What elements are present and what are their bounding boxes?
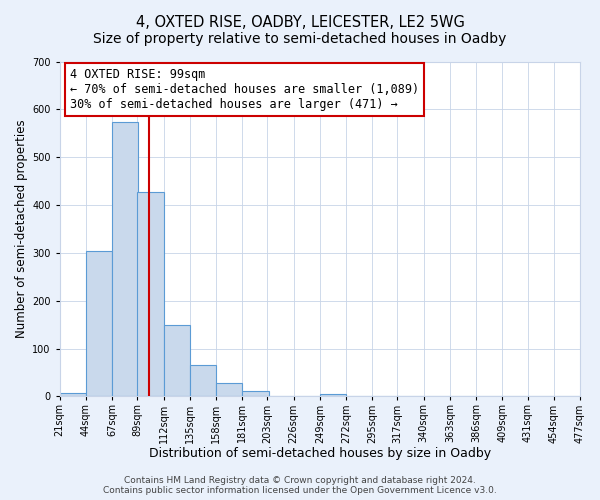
Bar: [112, 122, 139, 396]
Bar: [86, 252, 112, 396]
Text: Contains HM Land Registry data © Crown copyright and database right 2024.
Contai: Contains HM Land Registry data © Crown c…: [103, 476, 497, 495]
Bar: [59, 392, 86, 396]
Bar: [216, 383, 242, 396]
X-axis label: Distribution of semi-detached houses by size in Oadby: Distribution of semi-detached houses by …: [149, 447, 491, 460]
Text: 4 OXTED RISE: 99sqm
← 70% of semi-detached houses are smaller (1,089)
30% of sem: 4 OXTED RISE: 99sqm ← 70% of semi-detach…: [70, 68, 419, 111]
Bar: [242, 390, 269, 396]
Bar: [190, 366, 216, 396]
Bar: [137, 192, 164, 396]
Y-axis label: Number of semi-detached properties: Number of semi-detached properties: [15, 120, 28, 338]
Text: 4, OXTED RISE, OADBY, LEICESTER, LE2 5WG: 4, OXTED RISE, OADBY, LEICESTER, LE2 5WG: [136, 15, 464, 30]
Bar: [320, 394, 346, 396]
Bar: [164, 324, 190, 396]
Text: Size of property relative to semi-detached houses in Oadby: Size of property relative to semi-detach…: [94, 32, 506, 46]
